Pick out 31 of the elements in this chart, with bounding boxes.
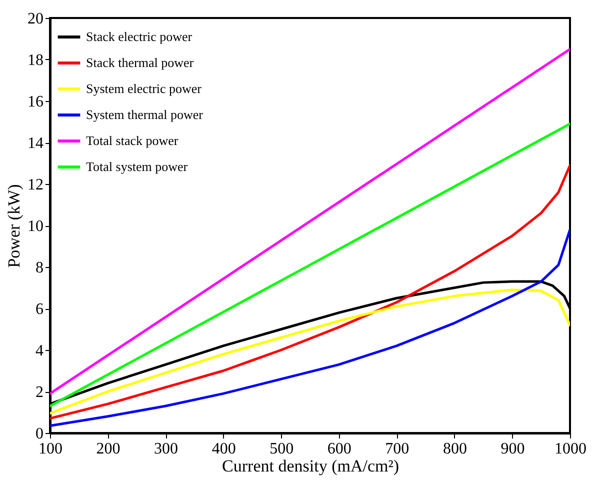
x-tick-label: 400 [212, 440, 236, 458]
legend-label: Stack electric power [86, 29, 193, 44]
legend-label: Total stack power [86, 133, 179, 148]
y-tick-label: 14 [28, 135, 44, 152]
x-tick-label: 800 [442, 440, 467, 458]
x-tick-label: 500 [270, 440, 294, 458]
legend-label: Total system power [86, 159, 188, 174]
y-tick-label: 0 [36, 426, 44, 442]
y-tick-label: 10 [28, 218, 44, 235]
x-tick-label: 300 [154, 440, 178, 458]
legend-label: Stack thermal power [86, 55, 194, 70]
y-axis-title: Power (kW) [4, 184, 24, 268]
x-tick-label: 1000 [554, 440, 586, 458]
y-tick-label: 12 [28, 176, 44, 194]
y-tick-label: 4 [36, 342, 44, 360]
line-series [50, 164, 570, 420]
y-tick-label: 2 [36, 384, 44, 401]
y-tick-label: 20 [28, 10, 44, 28]
y-tick-label: 8 [36, 260, 44, 276]
x-tick-label: 900 [500, 440, 525, 458]
x-tick-label: 700 [385, 440, 410, 458]
x-tick-label: 200 [96, 440, 120, 458]
x-axis-title: Current density (mA/cm²) [222, 456, 399, 476]
y-tick-label: 18 [28, 52, 44, 69]
legend-label: System electric power [86, 81, 202, 96]
x-tick-label: 600 [327, 440, 352, 458]
legend-label: System thermal power [86, 107, 204, 122]
y-tick-label: 6 [36, 301, 44, 318]
x-tick-label: 100 [38, 440, 62, 458]
line-series [50, 228, 570, 427]
y-tick-label: 16 [28, 94, 44, 110]
